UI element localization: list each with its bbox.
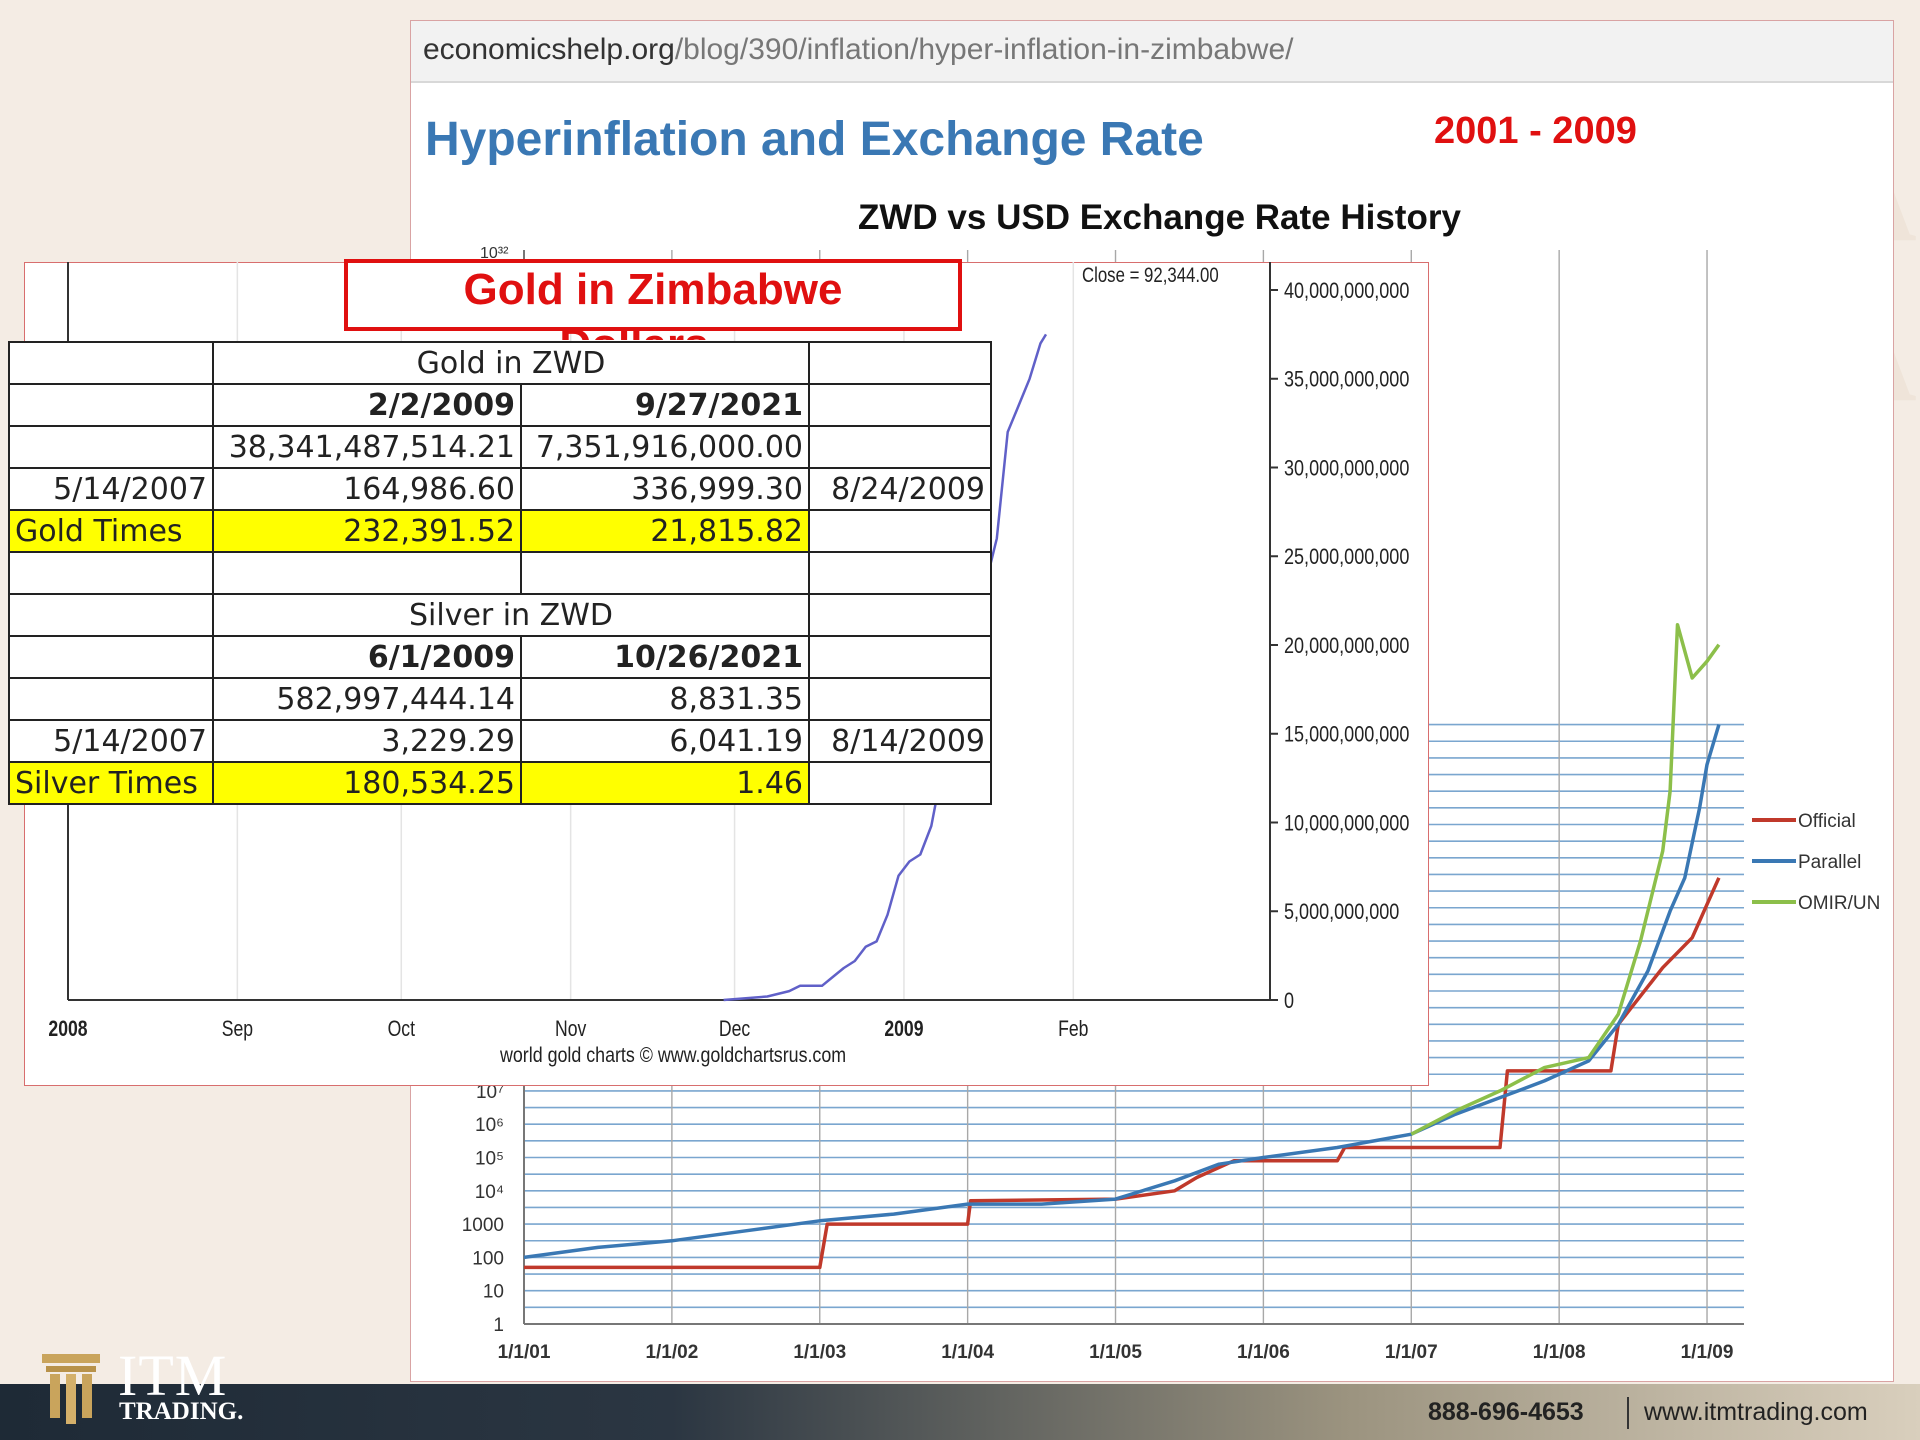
gold-price-line [723,333,1048,1002]
table-row: 6/1/2009 10/26/2021 [8,635,992,679]
year-range: 2001 - 2009 [1434,110,1637,152]
legend-label: Parallel [1798,852,1861,873]
table-cell: 232,391.52 [212,509,522,553]
y-tick-label: 10⁷ [476,1082,504,1103]
x-tick-label: 2008 [48,1017,87,1041]
table-row: 582,997,444.14 8,831.35 [8,677,992,721]
table-cell: Gold Times [8,509,214,553]
table-cell: 8,831.35 [520,677,810,721]
y-tick-label: 5,000,000,000 [1284,901,1399,925]
table-cell: 5/14/2007 [8,719,214,763]
table-row: Silver Times 180,534.25 1.46 [8,761,992,805]
itm-column-logo-icon [42,1354,100,1424]
table-cell: 10/26/2021 [520,635,810,679]
footer-divider [1627,1397,1629,1429]
x-tick-label: 1/1/02 [645,1342,698,1363]
legend-label: OMIR/UN [1798,893,1880,914]
table-cell: 6/1/2009 [212,635,522,679]
chart-source: world gold charts © www.goldchartsrus.co… [499,1044,846,1068]
x-tick-label: 1/1/08 [1533,1342,1586,1363]
gold-title-box [344,259,962,331]
gold-header: Gold in ZWD [212,341,810,385]
footer-bar [0,1384,1920,1440]
series-omirun-line [1410,622,1721,1136]
y-tick-label: 1 [493,1315,504,1336]
y-tick-label: 1000 [462,1215,504,1236]
y-tick-label: 10⁵ [475,1149,504,1170]
x-tick-label: Oct [388,1017,416,1041]
slide-title: Hyperinflation and Exchange Rate [425,113,1204,166]
legend-label: Official [1798,811,1856,832]
x-tick-label: 1/1/03 [793,1342,846,1363]
series-parallel-line [523,724,1721,1260]
table-cell: 21,815.82 [520,509,810,553]
x-tick-label: 1/1/01 [498,1342,551,1363]
table-row: 2/2/2009 9/27/2021 [8,383,992,427]
phone-number[interactable]: 888-696-4653 [1428,1398,1584,1426]
y-tick-label: 35,000,000,000 [1284,368,1409,392]
url-path: /blog/390/inflation/hyper-inflation-in-z… [674,33,1294,66]
y-tick-label: 40,000,000,000 [1284,279,1409,303]
y-tick-label: 15,000,000,000 [1284,723,1409,747]
gold-subtitle: Dollars [544,318,724,340]
table-row [8,551,992,595]
x-tick-label: Feb [1058,1017,1088,1041]
close-annotation: Close = 92,344.00 [1082,264,1219,287]
table-cell: 5/14/2007 [8,467,214,511]
website-link[interactable]: www.itmtrading.com [1644,1398,1868,1426]
x-tick-label: Sep [222,1017,253,1041]
x-tick-label: Nov [555,1017,586,1041]
exchange-chart-title: ZWD vs USD Exchange Rate History [858,198,1461,237]
y-tick-label: 25,000,000,000 [1284,546,1409,570]
y-tick-label: 0 [1284,989,1294,1013]
x-tick-label: 1/1/06 [1237,1342,1290,1363]
y-tick-label: 100 [472,1248,504,1269]
table-cell: 1.46 [520,761,810,805]
table-cell: 7,351,916,000.00 [520,425,810,469]
y-tick-label: 10⁴ [475,1182,504,1203]
table-cell: 164,986.60 [212,467,522,511]
x-tick-label: 1/1/07 [1385,1342,1438,1363]
url-bar[interactable]: economicshelp.org/blog/390/inflation/hyp… [411,21,1893,83]
series-official-line [524,877,1721,1270]
x-tick-label: 1/1/09 [1681,1342,1734,1363]
y-tick-label: 30,000,000,000 [1284,457,1409,481]
y-tick-label: 20,000,000,000 [1284,634,1409,658]
table-cell: 8/24/2009 [808,467,992,511]
table-cell: 2/2/2009 [212,383,522,427]
table-cell: Silver Times [8,761,214,805]
gold-silver-table: Gold in ZWD 2/2/2009 9/27/2021 38,341,487… [8,341,992,805]
x-tick-label: 1/1/04 [941,1342,994,1363]
table-cell: 8/14/2009 [808,719,992,763]
table-cell: 6,041.19 [520,719,810,763]
table-row: Gold Times 232,391.52 21,815.82 [8,509,992,553]
table-row: 38,341,487,514.21 7,351,916,000.00 [8,425,992,469]
x-tick-label: Dec [719,1017,750,1041]
y-tick-label: 10 [483,1282,504,1303]
url-host: economicshelp.org [423,33,675,66]
gold-title: Gold in Zimbabwe [463,265,843,314]
y-tick-label: 10⁶ [475,1115,504,1136]
x-tick-label: 1/1/05 [1089,1342,1142,1363]
table-cell: 582,997,444.14 [212,677,522,721]
table-row: Silver in ZWD [8,593,992,637]
table-row: Gold in ZWD [8,341,992,385]
table-cell: 336,999.30 [520,467,810,511]
logo-sub-text: TRADING. [119,1398,244,1425]
y-top-label: 10³² [480,245,509,262]
table-cell: 3,229.29 [212,719,522,763]
y-tick-label: 10,000,000,000 [1284,812,1409,836]
x-tick-label: 2009 [884,1017,923,1041]
table-row: 5/14/2007 3,229.29 6,041.19 8/14/2009 [8,719,992,763]
silver-header: Silver in ZWD [212,593,810,637]
table-cell: 180,534.25 [212,761,522,805]
table-cell: 9/27/2021 [520,383,810,427]
logo-main-text: ITM [118,1343,228,1408]
table-row: 5/14/2007 164,986.60 336,999.30 8/24/2009 [8,467,992,511]
table-cell: 38,341,487,514.21 [212,425,522,469]
